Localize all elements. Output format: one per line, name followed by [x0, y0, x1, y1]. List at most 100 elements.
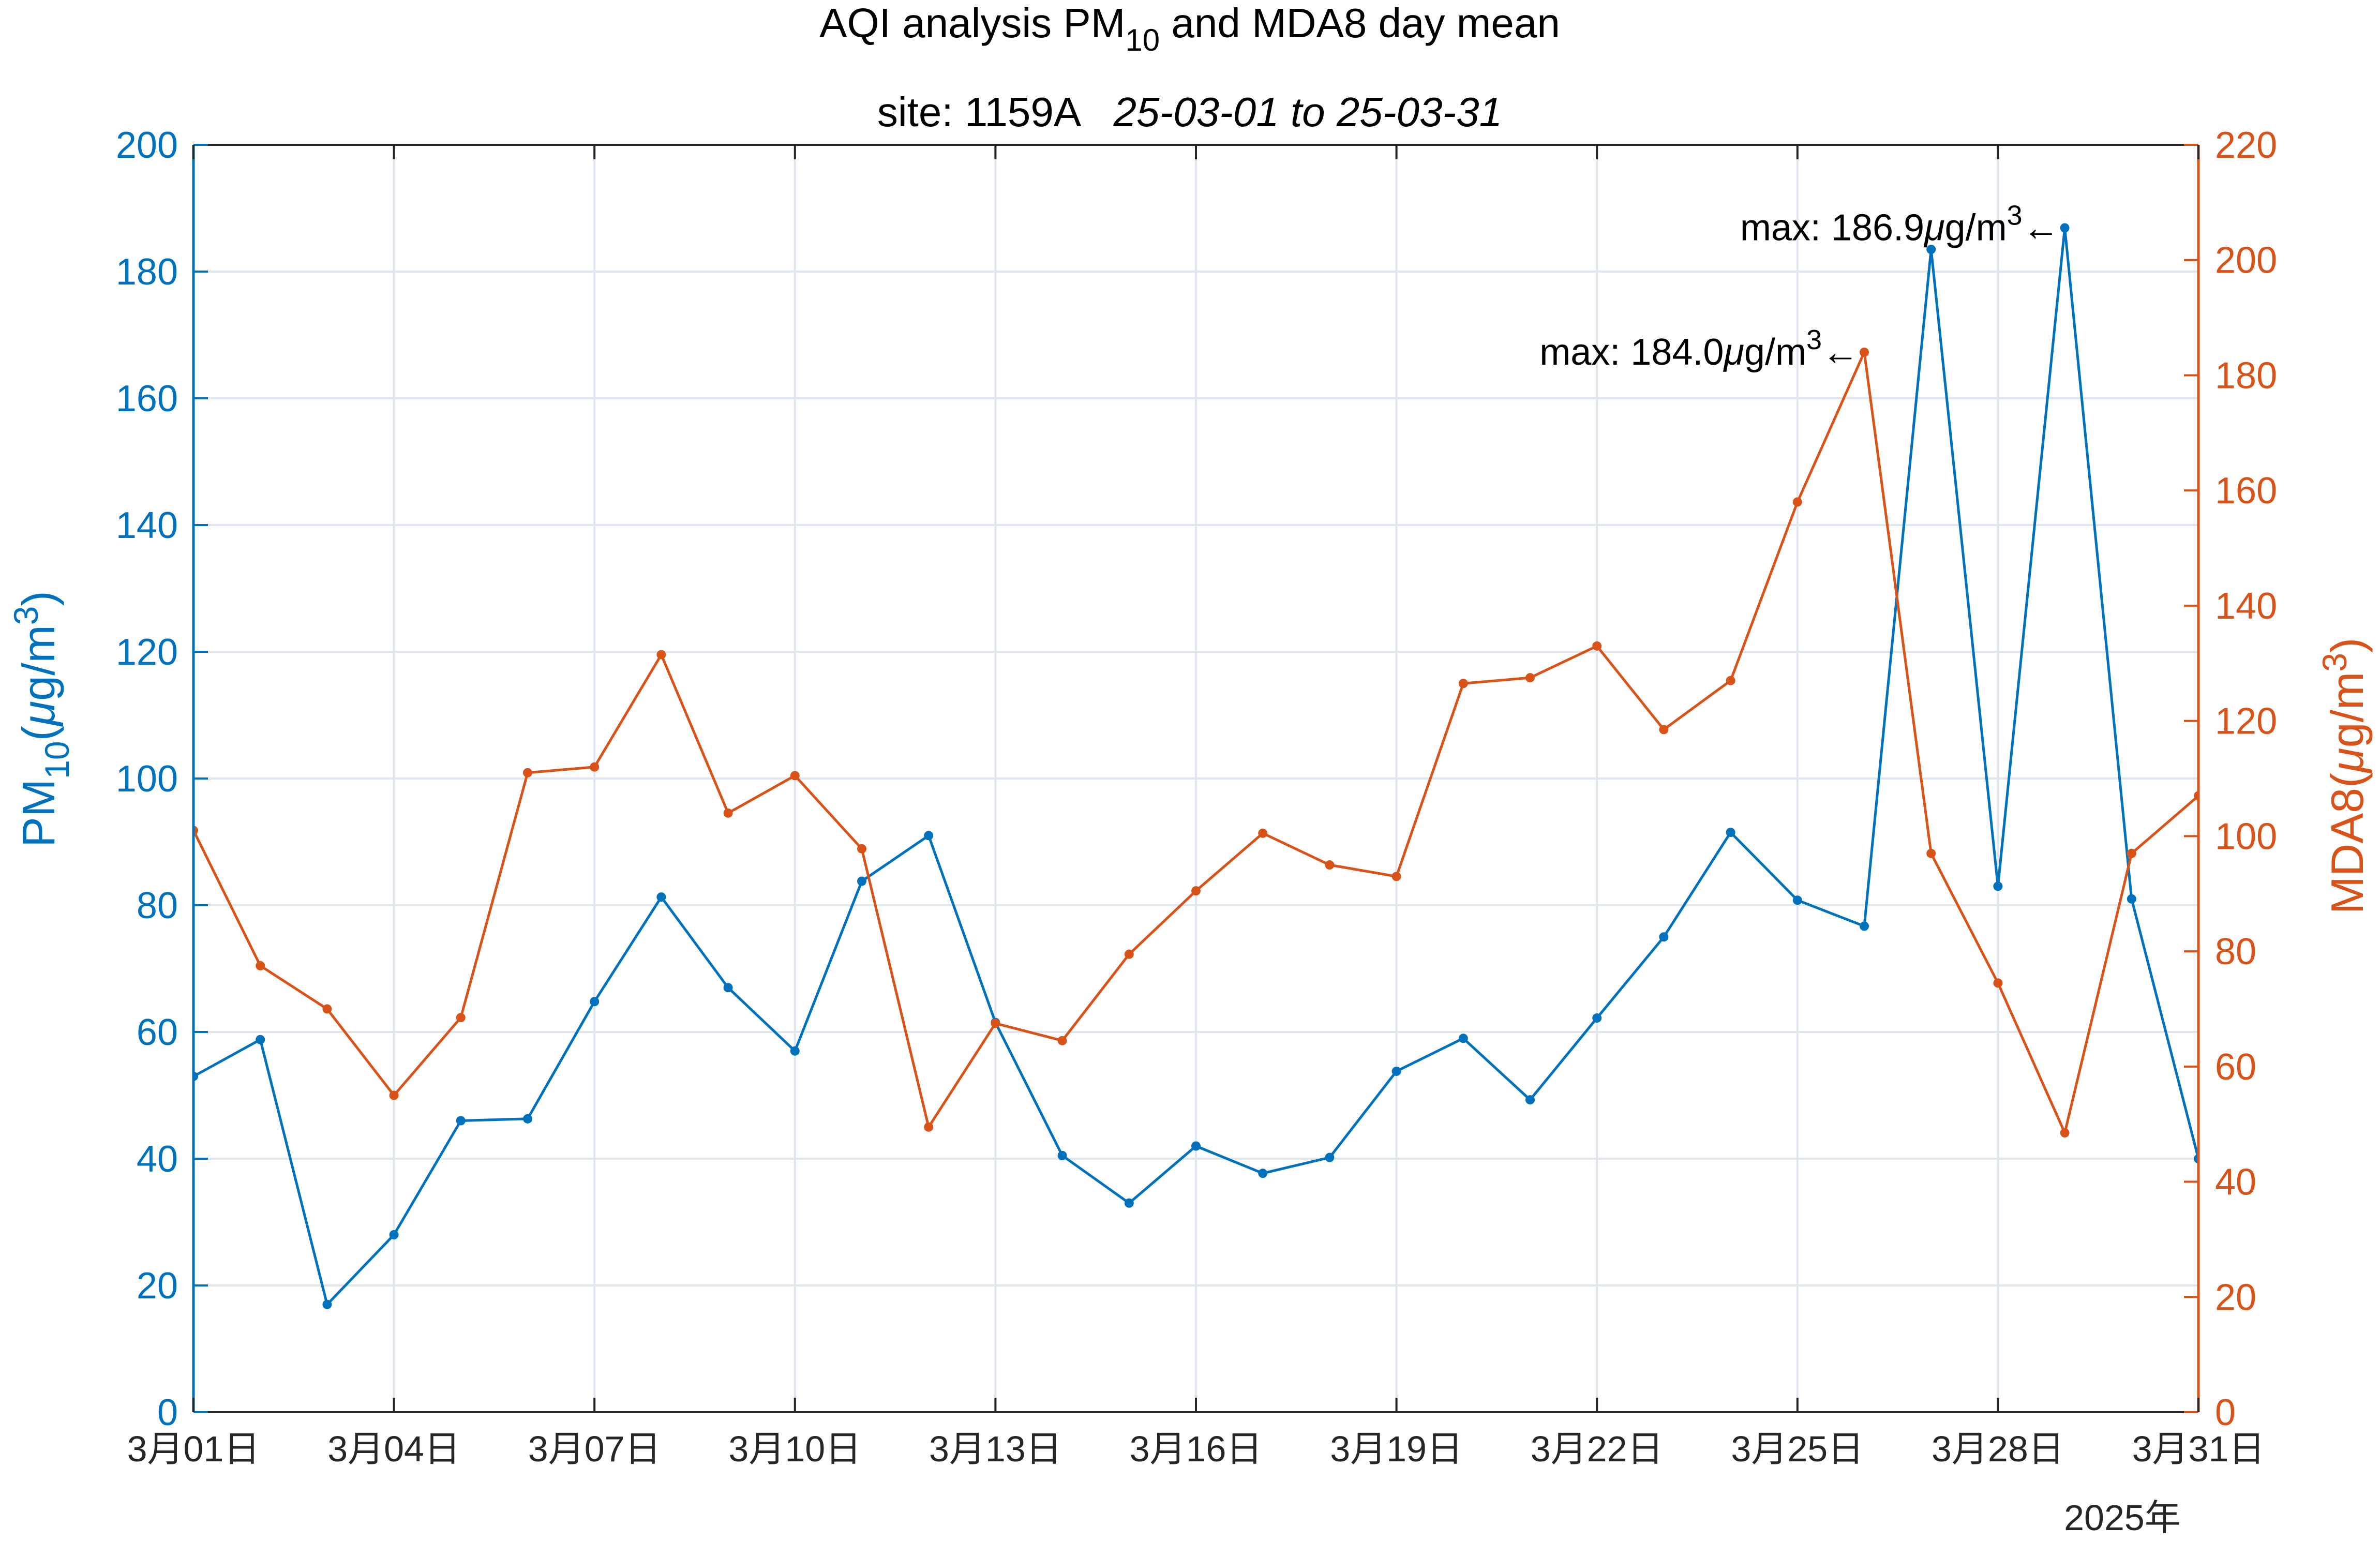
y-left-tick-label: 0 [157, 1392, 178, 1433]
data-point-pm10 [590, 997, 600, 1007]
data-point-mda8 [656, 650, 666, 660]
y-right-tick-label: 60 [2215, 1046, 2256, 1088]
max-annotation-pm10: max: 186.9μg/m3← [1740, 200, 2060, 248]
x-tick-label: 3月10日 [728, 1429, 861, 1469]
data-point-mda8 [1258, 828, 1268, 838]
y-left-tick-label: 160 [116, 378, 178, 420]
y-left-label: PM10(μg/m3) [7, 591, 76, 847]
max-annotation-pm10-arrow: ← [2023, 207, 2060, 248]
y-left-label-main: PM [13, 779, 64, 847]
data-point-mda8 [924, 1122, 934, 1132]
data-point-mda8 [1993, 978, 2003, 988]
y-left-tick-label: 20 [137, 1265, 178, 1307]
max-annotation-mda8-mu: μ [1723, 332, 1744, 373]
y-left-tick-label: 200 [116, 125, 178, 166]
x-tick-label: 3月01日 [127, 1429, 260, 1469]
chart-subtitle-range: 25-03-01 to 25-03-31 [1113, 89, 1502, 135]
y-right-tick-label: 20 [2215, 1277, 2256, 1318]
y-left-tick-label: 40 [137, 1139, 178, 1180]
data-point-pm10 [256, 1035, 265, 1044]
y-left-tick-label: 120 [116, 632, 178, 673]
max-annotation-mda8-text: max: 184.0 [1539, 332, 1724, 373]
chart-title-subscript: 10 [1125, 23, 1160, 57]
max-annotation-pm10-mu: μ [1923, 207, 1944, 248]
x-tick-label: 3月04日 [327, 1429, 460, 1469]
data-point-pm10 [1525, 1095, 1535, 1105]
y-right-tick-label: 180 [2215, 355, 2277, 396]
data-point-pm10 [1191, 1141, 1201, 1151]
y-right-tick-label: 140 [2215, 586, 2277, 627]
y-right-tick-label: 100 [2215, 816, 2277, 857]
y-left-tick-label: 100 [116, 758, 178, 800]
data-point-pm10 [1926, 245, 1936, 255]
data-point-mda8 [1124, 949, 1134, 959]
data-point-pm10 [1057, 1150, 1067, 1160]
chart-title-main: AQI analysis PM [819, 0, 1125, 46]
max-annotation-mda8: max: 184.0μg/m3← [1539, 324, 1859, 373]
data-point-pm10 [924, 831, 934, 841]
y-right-label-mu: μ [2322, 747, 2373, 773]
y-left-label-sub: 10 [38, 741, 76, 779]
y-right-tick-label: 0 [2215, 1392, 2236, 1433]
max-annotation-mda8-arrow: ← [1822, 332, 1859, 373]
data-point-pm10 [2127, 894, 2136, 904]
data-point-pm10 [723, 983, 733, 993]
y-right-tick-label: 160 [2215, 470, 2277, 512]
y-left-tick-label: 140 [116, 505, 178, 546]
data-point-mda8 [1659, 725, 1669, 735]
data-point-mda8 [256, 961, 265, 970]
data-point-mda8 [1325, 860, 1335, 870]
data-point-pm10 [456, 1116, 466, 1126]
y-left-tick-label: 180 [116, 251, 178, 293]
data-point-pm10 [1659, 932, 1669, 942]
data-point-mda8 [1592, 641, 1602, 651]
axes [192, 144, 2200, 1413]
data-point-mda8 [322, 1004, 332, 1014]
data-point-mda8 [723, 808, 733, 818]
data-point-mda8 [1057, 1036, 1067, 1045]
data-point-mda8 [590, 762, 600, 772]
data-point-mda8 [1458, 679, 1468, 689]
y-left-tick-label: 80 [137, 885, 178, 926]
data-point-mda8 [1726, 676, 1735, 685]
max-annotation-pm10-unit: g/m [1945, 207, 2007, 248]
x-tick-label: 3月07日 [528, 1429, 661, 1469]
data-point-pm10 [389, 1230, 399, 1239]
chart-subtitle: site: 1159A 25-03-01 to 25-03-31 [877, 89, 1502, 135]
data-point-pm10 [1993, 881, 2003, 891]
data-point-pm10 [1792, 895, 1802, 905]
x-tick-label: 3月28日 [1932, 1429, 2064, 1469]
data-point-pm10 [857, 876, 866, 886]
chart-subtitle-site: site: 1159A [877, 89, 1082, 135]
x-tick-label: 3月16日 [1130, 1429, 1263, 1469]
y-left-label-mu: μ [13, 701, 64, 727]
data-point-pm10 [523, 1114, 532, 1124]
y-right-label-unit: g/m [2322, 672, 2373, 748]
y-right-label-sup: 3 [2315, 653, 2354, 672]
y-right-tick-label: 80 [2215, 931, 2256, 973]
x-tick-label: 3月22日 [1531, 1429, 1664, 1469]
data-point-mda8 [1860, 347, 1869, 357]
data-point-pm10 [1124, 1198, 1134, 1208]
data-point-mda8 [991, 1019, 1000, 1028]
data-point-pm10 [1391, 1066, 1401, 1076]
y-left-label-close: ) [13, 591, 64, 606]
y-right-label-close: ) [2322, 638, 2373, 653]
data-point-pm10 [1258, 1169, 1268, 1178]
series-layer [193, 223, 2198, 1309]
y-left-tick-label: 60 [137, 1012, 178, 1053]
data-point-pm10 [322, 1299, 332, 1309]
series-mda8 [193, 347, 2198, 1138]
y-left-label-unit: g/m [13, 625, 64, 701]
x-year-label: 2025年 [2064, 1498, 2181, 1538]
data-point-mda8 [2127, 848, 2136, 858]
data-point-mda8 [389, 1090, 399, 1100]
max-annotation-mda8-unit: g/m [1744, 332, 1806, 373]
data-point-pm10 [1592, 1013, 1602, 1023]
y-right-label-main: MDA8( [2322, 773, 2373, 915]
data-point-mda8 [1792, 497, 1802, 507]
max-annotation-pm10-text: max: 186.9 [1740, 207, 1924, 248]
x-tick-label: 3月25日 [1731, 1429, 1864, 1469]
data-point-mda8 [523, 768, 532, 777]
